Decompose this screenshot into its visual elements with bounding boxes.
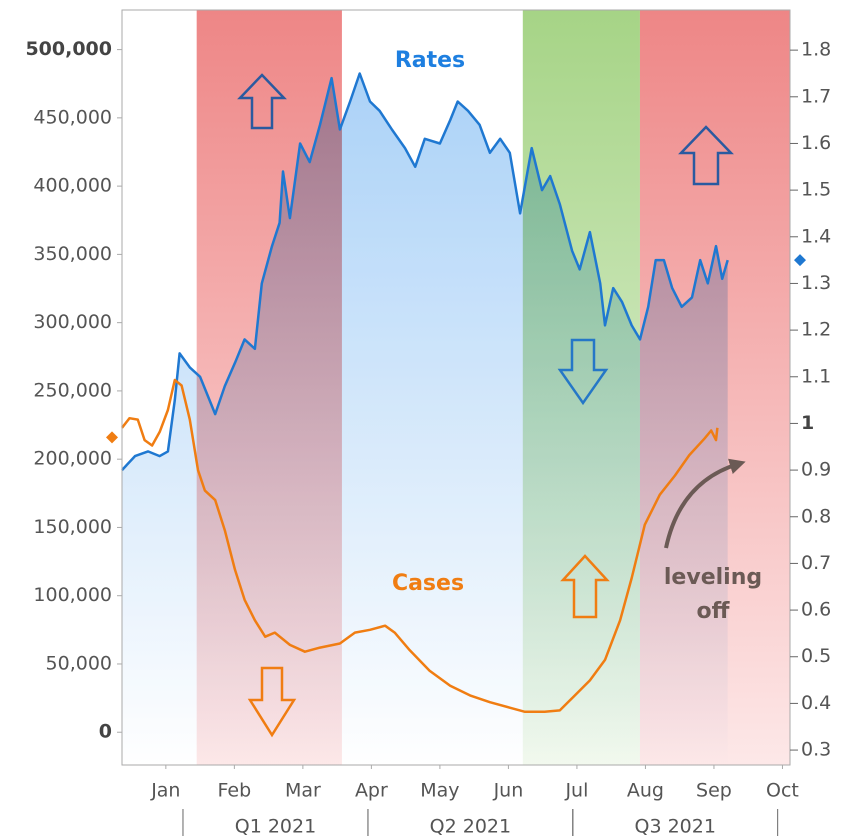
y2-tick-label: 1.6 [801,132,831,154]
plot-frame [121,9,791,766]
quarter-label: Q3 2021 [635,816,716,837]
y-tick-label: 500,000 [25,38,112,60]
y2-tick-label: 0.8 [801,505,831,527]
axis-marker [794,254,806,267]
x-tick-label: Apr [355,780,388,802]
line [121,378,719,714]
up-arrow [560,554,610,619]
line [121,72,729,471]
y2-tick-label: 1.3 [801,272,831,294]
x-tick-label: Jan [150,780,180,802]
curved-arrow [664,458,746,549]
down-arrow [557,338,609,406]
y-tick-label: 0 [99,721,112,743]
quarter-label: Q1 2021 [235,816,316,837]
y2-tick-label: 1.1 [801,365,831,387]
y2-tick-label: 0.6 [801,599,831,621]
y2-tick-label: 0.4 [801,692,831,714]
annotation: off [697,599,731,624]
y2-tick-label: 0.3 [801,739,831,761]
x-tick-label: Aug [627,780,664,802]
series-label: Rates [395,48,465,73]
area [122,73,728,765]
quarter-label: Q2 2021 [430,816,511,837]
annotation: leveling [664,565,762,590]
arrow-icons [237,73,734,738]
y2-tick-label: 1.8 [801,39,831,61]
series-label: Cases [392,571,464,596]
y-tick-label: 450,000 [33,106,112,128]
y-tick-label: 350,000 [33,243,112,265]
y-tick-label: 400,000 [33,175,112,197]
x-tick-label: Mar [285,780,321,802]
x-tick-label: May [420,780,459,802]
x-tick-label: Feb [218,780,252,802]
y-tick-label: 250,000 [33,379,112,401]
y-tick-label: 200,000 [33,448,112,470]
y2-tick-label: 1.4 [801,225,831,247]
y-tick-label: 100,000 [33,584,112,606]
y-tick-label: 300,000 [33,311,112,333]
y2-tick-label: 1 [801,412,814,434]
axis-marker [106,431,118,444]
x-tick-label: Jul [564,780,588,802]
y2-tick-label: 0.5 [801,645,831,667]
y2-tick-label: 1.5 [801,179,831,201]
y2-tick-label: 1.7 [801,85,831,107]
down-arrow [247,666,297,738]
up-arrow [237,73,287,130]
up-arrow [678,125,734,186]
x-tick-label: Sep [696,780,732,802]
y2-tick-label: 0.9 [801,459,831,481]
x-tick-label: Jun [493,780,524,802]
y-tick-label: 150,000 [33,516,112,538]
y-tick-label: 50,000 [46,652,112,674]
x-tick-label: Oct [766,780,799,802]
y2-tick-label: 1.2 [801,319,831,341]
y2-tick-label: 0.7 [801,552,831,574]
